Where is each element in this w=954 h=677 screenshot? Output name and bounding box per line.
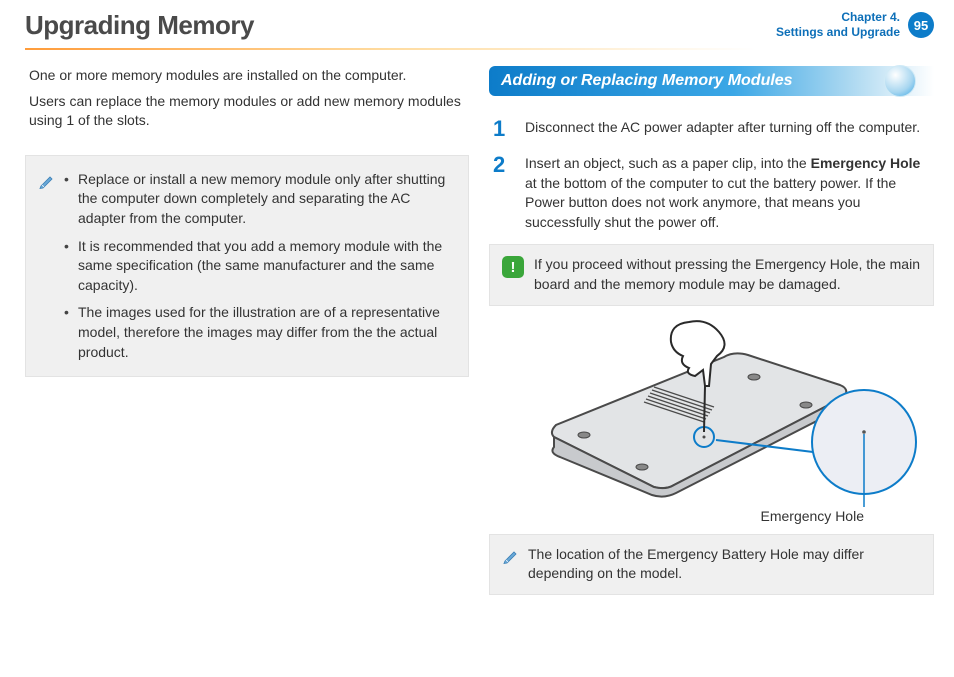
warning-box: ! If you proceed without pressing the Em…	[489, 244, 934, 305]
step2-bold: Emergency Hole	[811, 155, 921, 171]
right-column: Adding or Replacing Memory Modules 1 Dis…	[489, 66, 934, 595]
left-column: One or more memory modules are installed…	[25, 66, 469, 595]
bottom-note-box: The location of the Emergency Battery Ho…	[489, 534, 934, 595]
step-text: Disconnect the AC power adapter after tu…	[525, 118, 930, 140]
section-header: Adding or Replacing Memory Modules	[489, 66, 934, 96]
chapter-line1: Chapter 4.	[776, 10, 900, 25]
emergency-hole-label: Emergency Hole	[761, 508, 865, 524]
intro-paragraph-2: Users can replace the memory modules or …	[25, 92, 469, 131]
step-text: Insert an object, such as a paper clip, …	[525, 154, 930, 232]
chapter-text: Chapter 4. Settings and Upgrade	[776, 10, 900, 40]
notes-content: Replace or install a new memory module o…	[64, 170, 454, 362]
notes-box: Replace or install a new memory module o…	[25, 155, 469, 377]
intro-paragraph-1: One or more memory modules are installed…	[25, 66, 469, 86]
page-header: Upgrading Memory Chapter 4. Settings and…	[0, 0, 954, 56]
intro-text: One or more memory modules are installed…	[25, 66, 469, 131]
step2-suffix: at the bottom of the computer to cut the…	[525, 175, 896, 230]
section-title: Adding or Replacing Memory Modules	[489, 66, 934, 96]
note-item: The images used for the illustration are…	[64, 303, 454, 362]
warning-text: If you proceed without pressing the Emer…	[534, 255, 921, 294]
note-icon	[502, 547, 520, 565]
note-icon	[38, 172, 56, 190]
step-number: 1	[493, 118, 511, 140]
bottom-note-text: The location of the Emergency Battery Ho…	[528, 545, 921, 584]
step2-prefix: Insert an object, such as a paper clip, …	[525, 155, 811, 171]
note-item: Replace or install a new memory module o…	[64, 170, 454, 229]
page-number-badge: 95	[908, 12, 934, 38]
warning-icon: !	[502, 256, 524, 278]
chapter-line2: Settings and Upgrade	[776, 25, 900, 40]
chapter-block: Chapter 4. Settings and Upgrade 95	[776, 10, 934, 40]
step-2: 2 Insert an object, such as a paper clip…	[489, 152, 934, 234]
content-columns: One or more memory modules are installed…	[0, 56, 954, 605]
emergency-hole-illustration: Emergency Hole	[489, 312, 934, 524]
step-1: 1 Disconnect the AC power adapter after …	[489, 116, 934, 142]
note-item: It is recommended that you add a memory …	[64, 237, 454, 296]
page-title: Upgrading Memory	[25, 10, 254, 41]
step-number: 2	[493, 154, 511, 232]
